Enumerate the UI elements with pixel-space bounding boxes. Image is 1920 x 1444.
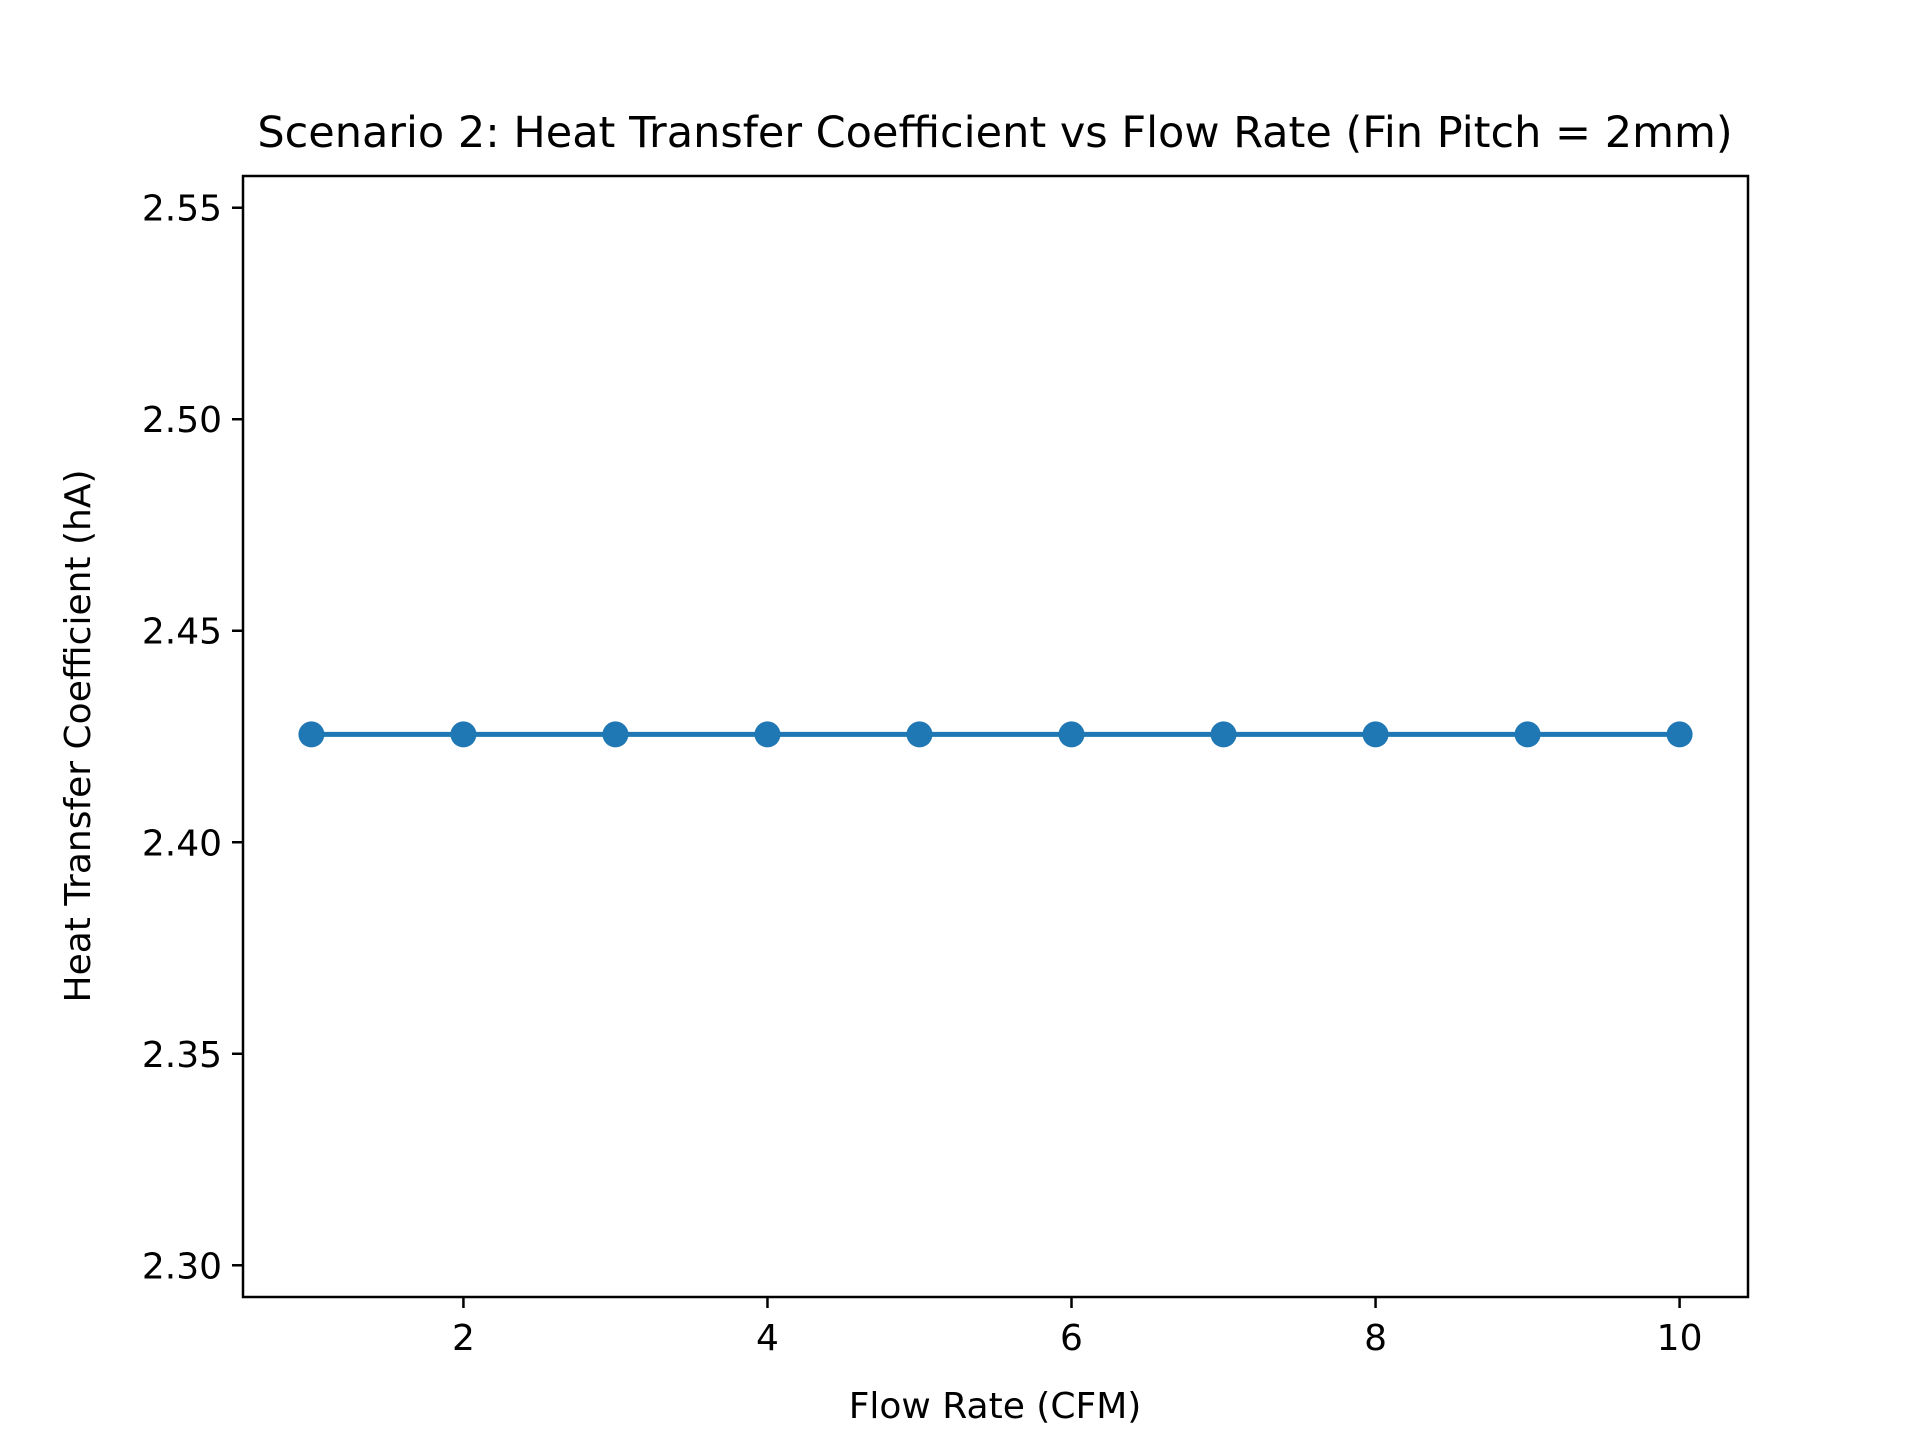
y-tick-label: 2.55 bbox=[142, 189, 222, 230]
x-axis: 2 4 6 8 10 bbox=[452, 1297, 1703, 1359]
y-tick-label: 2.40 bbox=[142, 823, 222, 864]
data-point bbox=[1210, 721, 1237, 748]
y-axis: 2.30 2.35 2.40 2.45 2.50 2.55 bbox=[142, 189, 243, 1287]
x-tick-label: 4 bbox=[756, 1318, 779, 1359]
y-tick-label: 2.50 bbox=[142, 400, 222, 441]
data-point bbox=[754, 721, 781, 748]
series-layer bbox=[298, 721, 1693, 748]
axes-frame bbox=[241, 174, 1750, 1299]
chart-title: Scenario 2: Heat Transfer Coefficient vs… bbox=[257, 108, 1732, 158]
x-tick-label: 6 bbox=[1060, 1318, 1083, 1359]
data-point bbox=[298, 721, 325, 748]
data-point bbox=[602, 721, 629, 748]
x-tick-label: 8 bbox=[1364, 1318, 1387, 1359]
y-tick-label: 2.35 bbox=[142, 1035, 222, 1076]
y-tick-label: 2.45 bbox=[142, 612, 222, 653]
x-axis-label: Flow Rate (CFM) bbox=[849, 1386, 1142, 1427]
x-tick-label: 2 bbox=[452, 1318, 475, 1359]
y-tick-label: 2.30 bbox=[142, 1246, 222, 1287]
plot-area bbox=[241, 174, 1750, 1299]
data-point bbox=[450, 721, 477, 748]
data-point bbox=[1058, 721, 1085, 748]
data-point bbox=[1666, 721, 1693, 748]
x-tick-label: 10 bbox=[1657, 1318, 1703, 1359]
data-point bbox=[906, 721, 933, 748]
data-point bbox=[1362, 721, 1389, 748]
data-point bbox=[1514, 721, 1541, 748]
y-axis-label: Heat Transfer Coefficient (hA) bbox=[58, 469, 99, 1002]
